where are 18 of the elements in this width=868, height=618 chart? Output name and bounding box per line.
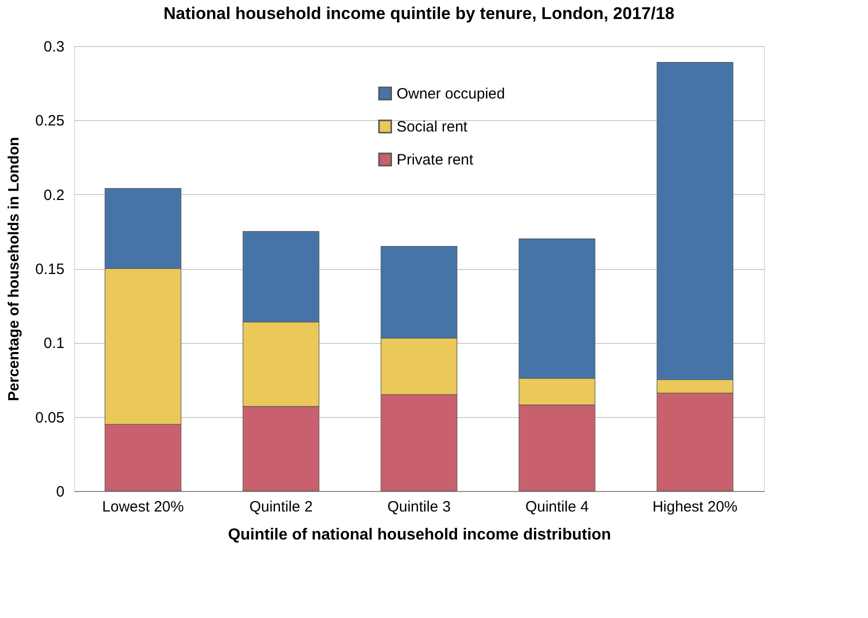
x-tick-label: Quintile 2 xyxy=(249,498,313,516)
y-axis-title: Percentage of households in London xyxy=(5,136,22,402)
x-tick-label: Quintile 4 xyxy=(525,498,589,516)
y-tick-label: 0.25 xyxy=(35,112,64,130)
x-tick-label: Quintile 3 xyxy=(387,498,451,516)
chart-title: National household income quintile by tenure, London, 2017/18 xyxy=(163,4,675,23)
legend-label: Private rent xyxy=(396,152,474,168)
y-tick-label: 0.2 xyxy=(44,186,64,204)
y-tick-label: 0.3 xyxy=(44,38,64,56)
x-axis-title: Quintile of national household income distribution xyxy=(228,526,612,544)
legend-label: Owner occupied xyxy=(396,86,506,102)
x-tick-label: Highest 20% xyxy=(652,498,738,516)
legend-label: Social rent xyxy=(396,118,468,136)
y-tick-label: 0.15 xyxy=(35,261,64,278)
y-tick-label: 0 xyxy=(56,484,64,500)
y-tick-label: 0.05 xyxy=(35,409,64,426)
y-tick-label: 0.1 xyxy=(44,335,64,352)
x-tick-label: Lowest 20% xyxy=(102,498,184,516)
